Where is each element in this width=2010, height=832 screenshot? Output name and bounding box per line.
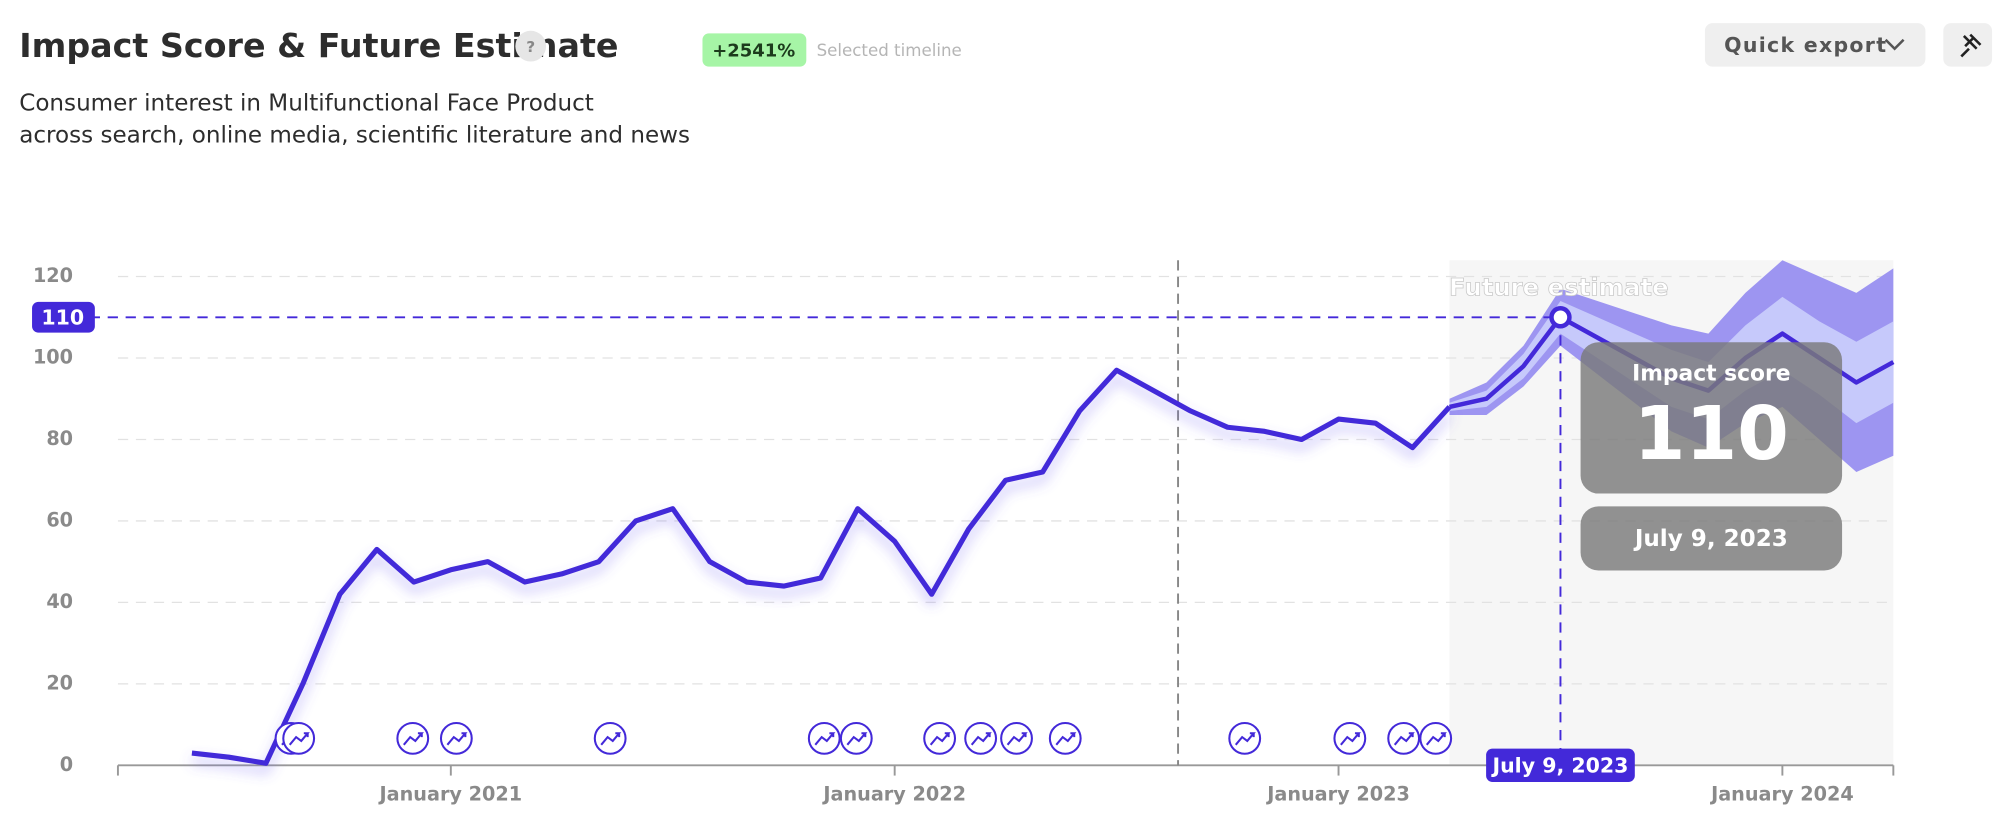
- change-badge: [702, 33, 807, 67]
- event-glyph: [288, 732, 310, 746]
- y-tick-label: 20: [46, 671, 73, 694]
- event-glyph: [600, 732, 622, 746]
- change-label: Selected timeline: [817, 41, 962, 60]
- pin-icon[interactable]: [1960, 33, 1982, 58]
- event-glyph: [814, 732, 836, 746]
- highlight-point: [1549, 306, 1572, 329]
- tooltip-date-box: [1580, 506, 1843, 571]
- event-glyph: [1006, 732, 1028, 746]
- tooltip-label: Impact score: [1632, 361, 1790, 386]
- tooltip-date: July 9, 2023: [1633, 526, 1788, 552]
- y-tick-label: 0: [60, 753, 73, 776]
- event-glyph: [970, 732, 992, 746]
- tooltip: [1580, 342, 1843, 494]
- y-tick-label: 120: [33, 264, 73, 287]
- change-value: +2541%: [712, 40, 795, 61]
- x-badge: [1486, 748, 1635, 782]
- help-text[interactable]: ?: [526, 38, 535, 56]
- subtitle-line: Consumer interest in Multifunctional Fac…: [19, 90, 594, 116]
- tooltip-value: 110: [1634, 390, 1789, 477]
- x-tick-label: January 2022: [821, 782, 966, 805]
- y-badge: [32, 301, 95, 333]
- event-glyph: [1340, 732, 1361, 746]
- x-tick-label: January 2021: [378, 782, 523, 805]
- future-label: Future estimate: [1449, 272, 1669, 301]
- x-tick-label: January 2024: [1709, 782, 1854, 805]
- y-tick-label: 60: [46, 508, 73, 531]
- line: [191, 367, 1452, 766]
- help-icon[interactable]: [515, 30, 547, 62]
- export-button[interactable]: [1704, 23, 1926, 67]
- y-tick-label: 100: [33, 346, 73, 369]
- y-badge-label: 110: [41, 306, 84, 330]
- event-glyph: [929, 732, 951, 746]
- x-badge-label: July 9, 2023: [1490, 754, 1628, 778]
- event-glyph: [1055, 732, 1077, 746]
- event-glyph: [1234, 732, 1256, 746]
- event-glyph: [846, 732, 868, 746]
- event-glyph: [1425, 732, 1447, 746]
- export-label[interactable]: Quick export: [1724, 33, 1887, 57]
- y-tick-label: 40: [46, 590, 73, 613]
- event-glyph: [403, 732, 424, 746]
- subtitle-line: across search, online media, scientific …: [19, 122, 690, 148]
- event-glyph: [446, 732, 468, 746]
- y-tick-label: 80: [46, 427, 73, 450]
- event-glyph: [1393, 732, 1415, 746]
- export-chevron[interactable]: [1884, 38, 1905, 51]
- x-tick-label: January 2023: [1265, 782, 1410, 805]
